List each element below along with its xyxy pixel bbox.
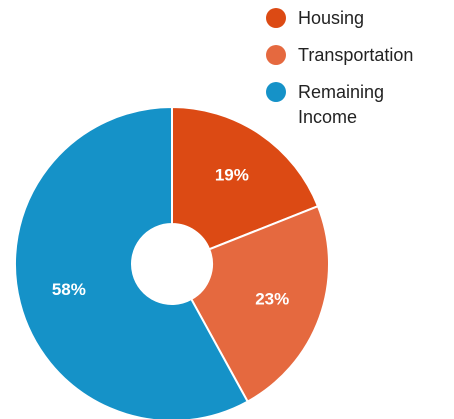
slice (171, 105, 320, 251)
legend-swatch (266, 82, 286, 102)
slice-label: 19% (215, 165, 249, 184)
slice-label: 23% (255, 290, 289, 309)
legend-label: Housing (298, 8, 365, 28)
legend-swatch (266, 8, 286, 28)
legend-label: Remaining Income (298, 82, 385, 127)
legend-item: Remaining Income (266, 80, 416, 130)
legend-label: Transportation (298, 45, 414, 65)
slice (14, 105, 249, 419)
legend-item: Housing (266, 6, 416, 31)
slice-label: 58% (52, 280, 86, 299)
legend-item: Transportation (266, 43, 416, 68)
legend-swatch (266, 45, 286, 65)
slice (189, 204, 330, 403)
legend: Housing Transportation Remaining Income (266, 6, 416, 142)
